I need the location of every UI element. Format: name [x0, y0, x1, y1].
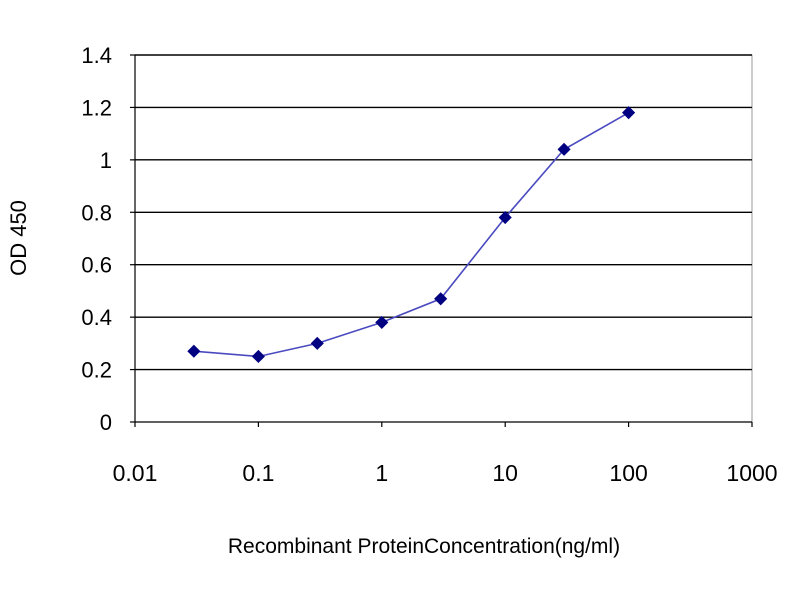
y-tick-label: 0.6 — [81, 253, 112, 278]
data-point — [622, 106, 636, 120]
y-tick-label: 1 — [100, 148, 112, 173]
y-tick-label: 1.4 — [81, 43, 112, 68]
x-tick-label: 100 — [609, 460, 647, 486]
data-point — [557, 142, 571, 156]
y-tick-label: 0.8 — [81, 200, 112, 225]
data-point — [375, 315, 389, 329]
y-tick-labels: 0 0.2 0.4 0.6 0.8 1 1.2 1.4 — [81, 43, 112, 435]
data-series — [187, 106, 636, 364]
x-tick-label: 1000 — [726, 460, 777, 486]
data-point — [310, 336, 324, 350]
y-tick-label: 0 — [100, 410, 112, 435]
x-tick-label: 1 — [375, 460, 388, 486]
y-tick-label: 1.2 — [81, 95, 112, 120]
x-tick-labels: 0.01 0.1 1 10 100 1000 — [113, 460, 778, 486]
gridlines — [135, 54, 752, 371]
data-point — [187, 344, 201, 358]
data-point — [498, 210, 512, 225]
y-tick-label: 0.4 — [81, 305, 112, 330]
x-axis-label: Recombinant ProteinConcentration(ng/ml) — [228, 535, 620, 558]
x-tick-label: 0.01 — [113, 460, 158, 486]
y-axis-label: OD 450 — [6, 200, 31, 276]
y-tick-label: 0.2 — [81, 358, 112, 383]
axes — [130, 54, 753, 427]
plot-area — [134, 54, 753, 423]
data-point — [251, 349, 265, 364]
x-tick-label: 10 — [492, 460, 518, 486]
data-point — [434, 292, 448, 306]
x-tick-label: 0.1 — [242, 460, 274, 486]
series-line — [193, 112, 629, 358]
